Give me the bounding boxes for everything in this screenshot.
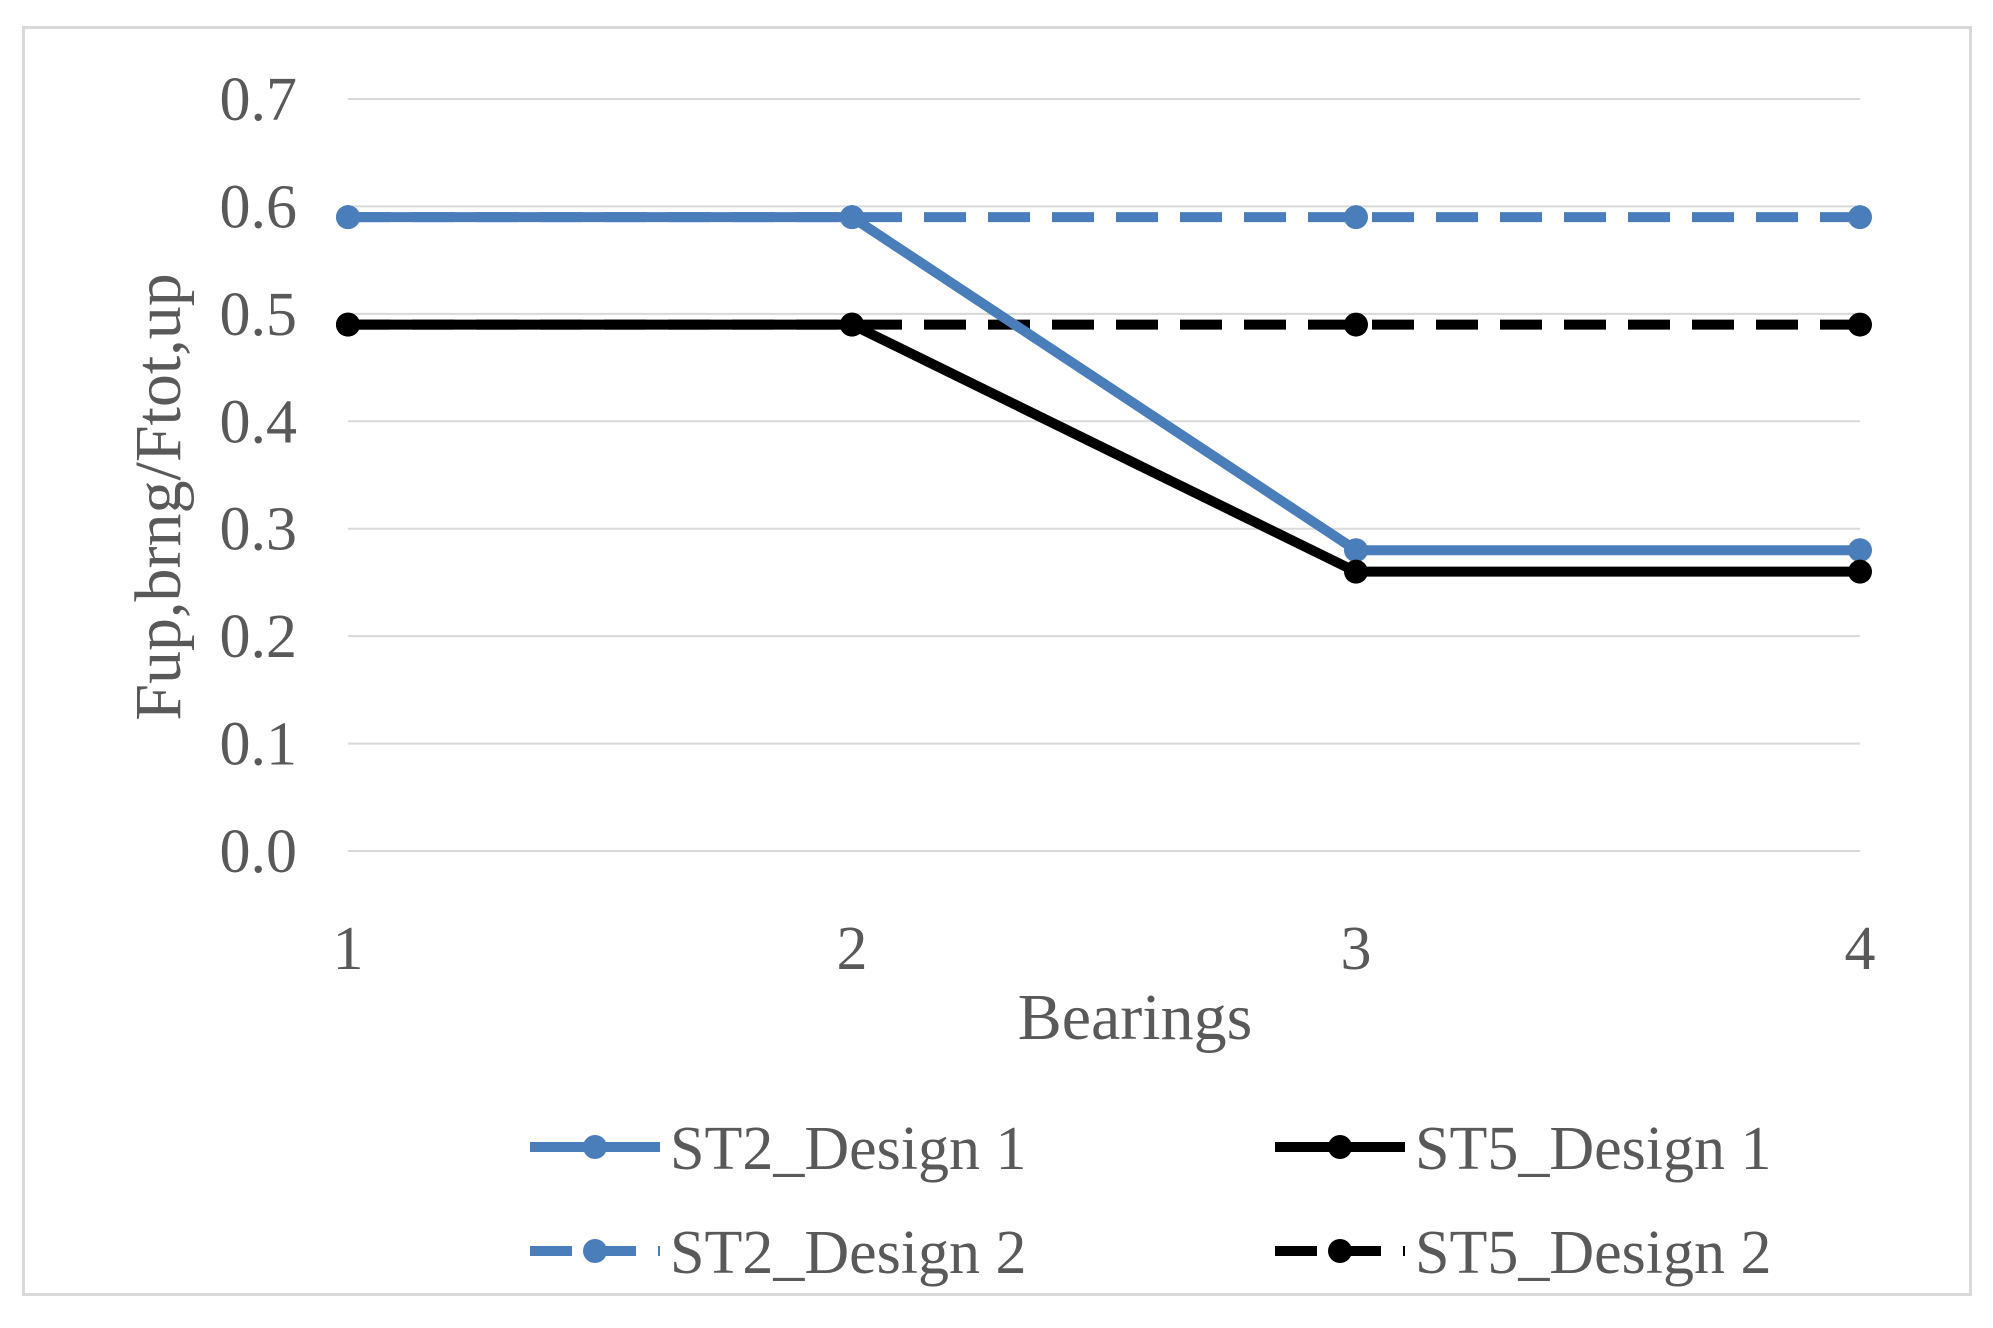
gridlines — [348, 98, 1860, 852]
series-line-1 — [348, 319, 1860, 577]
series-1 — [336, 312, 1872, 584]
y-tick-label-6: 0.6 — [220, 173, 298, 241]
legend-marker-0 — [583, 1135, 607, 1159]
x-axis-ticks: 1 2 3 4 — [333, 915, 1876, 983]
legend-marker-3 — [1328, 1239, 1352, 1263]
y-tick-label-0: 0.0 — [220, 818, 298, 886]
series-0-point-0 — [336, 205, 360, 230]
chart-frame: 0.0 0.1 0.2 0.3 0.4 0.5 0.6 0.7 1 2 3 4 Bearings F… — [22, 26, 1972, 1296]
y-tick-label-1: 0.1 — [220, 711, 298, 779]
series-3-point-3 — [1848, 312, 1872, 337]
series-0-point-3 — [1848, 538, 1872, 563]
series-lines — [336, 205, 1872, 584]
y-tick-label-7: 0.7 — [220, 66, 298, 134]
legend-entry-3: ST5_Design 2 — [1275, 1219, 1772, 1287]
series-line-0 — [348, 212, 1860, 556]
x-tick-label-3: 4 — [1845, 915, 1876, 983]
series-0-point-1 — [840, 205, 864, 230]
series-0-point-2 — [1344, 538, 1368, 563]
legend-entry-1: ST5_Design 1 — [1275, 1115, 1772, 1183]
series-2-point-3 — [1848, 205, 1872, 230]
series-2-point-2 — [1344, 205, 1368, 230]
series-1-point-1 — [840, 312, 864, 337]
legend: ST2_Design 1 ST5_Design 1 ST2_Design 2 ST5_… — [530, 1115, 1772, 1287]
x-tick-label-0: 1 — [333, 915, 364, 983]
legend-marker-2 — [583, 1239, 607, 1263]
x-axis-title: Bearings — [1018, 981, 1253, 1054]
y-tick-label-4: 0.4 — [220, 388, 298, 456]
y-tick-label-3: 0.3 — [220, 496, 298, 564]
series-1-point-2 — [1344, 559, 1368, 584]
series-0 — [336, 205, 1872, 563]
legend-marker-1 — [1328, 1135, 1352, 1159]
line-chart: 0.0 0.1 0.2 0.3 0.4 0.5 0.6 0.7 1 2 3 4 Bearings F… — [122, 66, 1876, 1287]
legend-entry-0: ST2_Design 1 — [530, 1115, 1027, 1183]
y-axis-title: Fup,brng/Ftot,up — [122, 273, 195, 720]
x-tick-label-2: 3 — [1341, 915, 1372, 983]
series-3-point-2 — [1344, 312, 1368, 337]
legend-label-3: ST5_Design 2 — [1415, 1219, 1772, 1287]
legend-entry-2: ST2_Design 2 — [530, 1219, 1027, 1287]
legend-label-0: ST2_Design 1 — [670, 1115, 1027, 1183]
series-1-point-3 — [1848, 559, 1872, 584]
legend-label-2: ST2_Design 2 — [670, 1219, 1027, 1287]
x-tick-label-1: 2 — [837, 915, 868, 983]
series-1-point-0 — [336, 312, 360, 337]
y-tick-label-2: 0.2 — [220, 603, 298, 671]
y-axis-ticks: 0.0 0.1 0.2 0.3 0.4 0.5 0.6 0.7 — [220, 66, 298, 886]
y-tick-label-5: 0.5 — [220, 281, 298, 349]
legend-label-1: ST5_Design 1 — [1415, 1115, 1772, 1183]
